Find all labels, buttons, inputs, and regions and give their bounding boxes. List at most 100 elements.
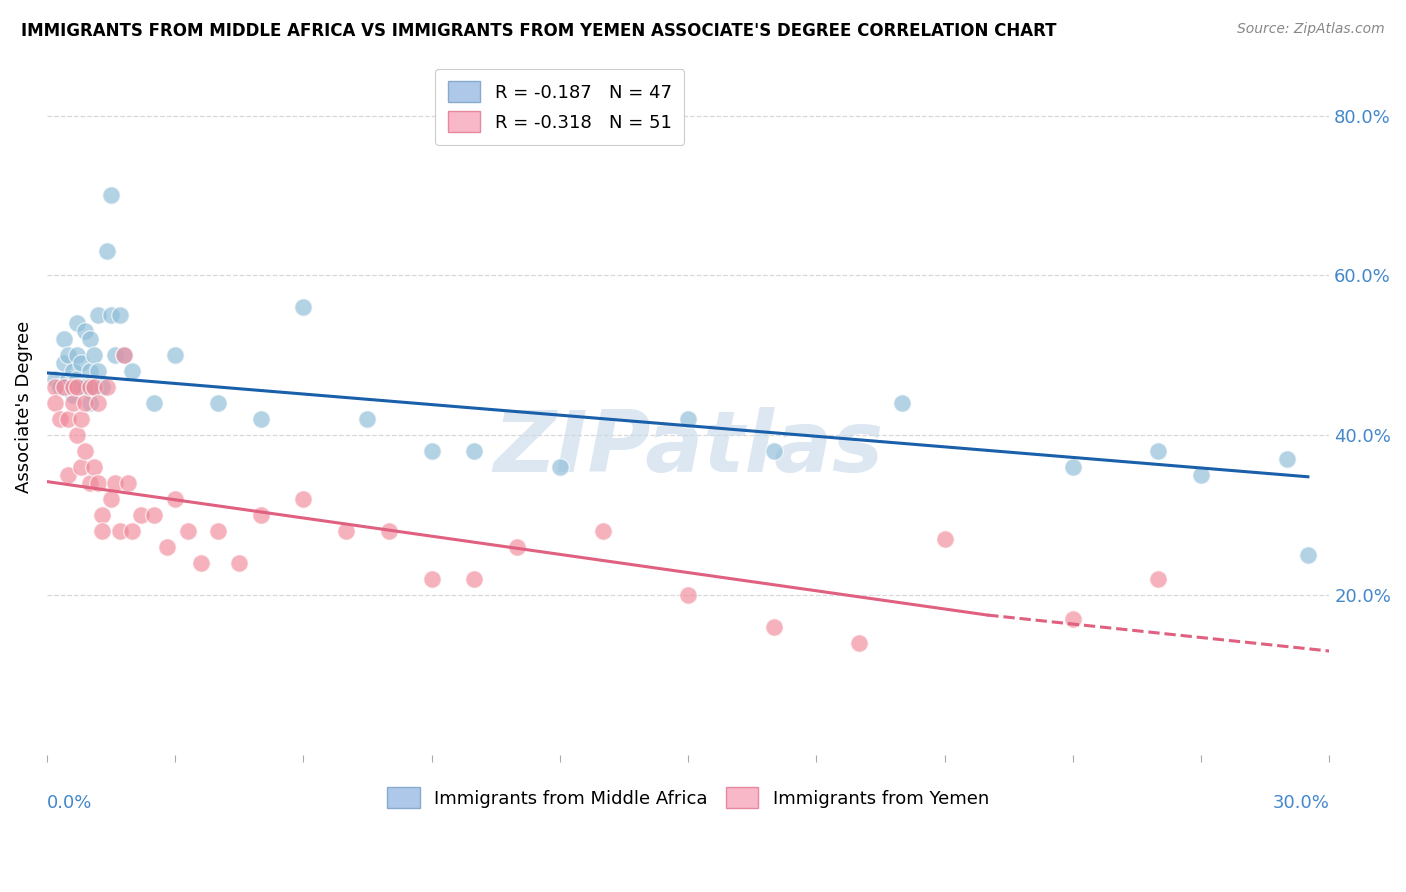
Point — [70, 412, 93, 426]
Point — [104, 476, 127, 491]
Point — [112, 348, 135, 362]
Point — [177, 524, 200, 538]
Point — [87, 309, 110, 323]
Point — [83, 380, 105, 394]
Point — [762, 620, 785, 634]
Point — [83, 348, 105, 362]
Point — [378, 524, 401, 538]
Point — [62, 396, 84, 410]
Point — [70, 356, 93, 370]
Point — [53, 332, 76, 346]
Point — [463, 444, 485, 458]
Point — [58, 348, 80, 362]
Point — [762, 444, 785, 458]
Point — [506, 540, 529, 554]
Point — [48, 412, 70, 426]
Point — [420, 444, 443, 458]
Point — [58, 412, 80, 426]
Point — [676, 588, 699, 602]
Point — [66, 348, 89, 362]
Point — [121, 524, 143, 538]
Point — [100, 309, 122, 323]
Point — [87, 396, 110, 410]
Point — [75, 324, 97, 338]
Point — [292, 492, 315, 507]
Point — [249, 412, 271, 426]
Point — [66, 372, 89, 386]
Point — [676, 412, 699, 426]
Y-axis label: Associate's Degree: Associate's Degree — [15, 321, 32, 493]
Point — [1189, 468, 1212, 483]
Point — [1296, 548, 1319, 562]
Point — [58, 468, 80, 483]
Point — [66, 380, 89, 394]
Point — [96, 380, 118, 394]
Point — [1147, 572, 1170, 586]
Point — [44, 380, 66, 394]
Point — [335, 524, 357, 538]
Point — [79, 396, 101, 410]
Point — [100, 188, 122, 202]
Point — [44, 396, 66, 410]
Text: ZIPatlas: ZIPatlas — [494, 408, 883, 491]
Point — [44, 372, 66, 386]
Point — [142, 508, 165, 523]
Point — [79, 332, 101, 346]
Point — [934, 532, 956, 546]
Point — [155, 540, 177, 554]
Point — [62, 380, 84, 394]
Point — [117, 476, 139, 491]
Point — [1147, 444, 1170, 458]
Point — [79, 380, 101, 394]
Point — [48, 380, 70, 394]
Point — [75, 444, 97, 458]
Point — [75, 380, 97, 394]
Point — [108, 309, 131, 323]
Point — [190, 556, 212, 570]
Point — [165, 348, 187, 362]
Point — [292, 301, 315, 315]
Point — [91, 380, 114, 394]
Text: IMMIGRANTS FROM MIDDLE AFRICA VS IMMIGRANTS FROM YEMEN ASSOCIATE'S DEGREE CORREL: IMMIGRANTS FROM MIDDLE AFRICA VS IMMIGRA… — [21, 22, 1056, 40]
Text: Source: ZipAtlas.com: Source: ZipAtlas.com — [1237, 22, 1385, 37]
Point — [207, 396, 229, 410]
Point — [249, 508, 271, 523]
Point — [104, 348, 127, 362]
Point — [87, 476, 110, 491]
Point — [53, 356, 76, 370]
Point — [83, 380, 105, 394]
Point — [87, 364, 110, 378]
Point — [207, 524, 229, 538]
Point — [890, 396, 912, 410]
Point — [356, 412, 378, 426]
Text: 30.0%: 30.0% — [1272, 794, 1329, 812]
Point — [62, 364, 84, 378]
Point — [91, 508, 114, 523]
Point — [165, 492, 187, 507]
Point — [58, 372, 80, 386]
Point — [70, 380, 93, 394]
Point — [66, 316, 89, 330]
Point — [66, 428, 89, 442]
Point — [100, 492, 122, 507]
Point — [463, 572, 485, 586]
Point — [91, 524, 114, 538]
Point — [75, 396, 97, 410]
Point — [548, 460, 571, 475]
Point — [70, 460, 93, 475]
Point — [96, 244, 118, 259]
Point — [848, 636, 870, 650]
Point — [420, 572, 443, 586]
Point — [1275, 452, 1298, 467]
Point — [1062, 460, 1084, 475]
Point — [142, 396, 165, 410]
Point — [228, 556, 250, 570]
Point — [108, 524, 131, 538]
Point — [79, 476, 101, 491]
Point — [62, 388, 84, 402]
Text: 0.0%: 0.0% — [46, 794, 93, 812]
Legend: Immigrants from Middle Africa, Immigrants from Yemen: Immigrants from Middle Africa, Immigrant… — [380, 780, 995, 815]
Point — [53, 380, 76, 394]
Point — [592, 524, 614, 538]
Point — [1062, 612, 1084, 626]
